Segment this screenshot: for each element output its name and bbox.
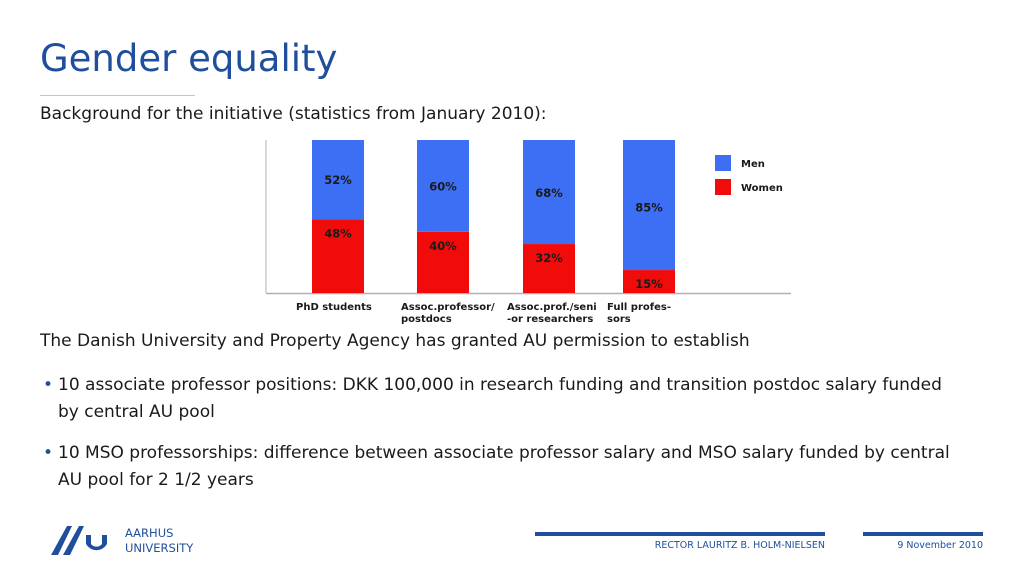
lead-paragraph: The Danish University and Property Agenc…	[40, 331, 750, 351]
footer-rule-date	[863, 532, 983, 536]
bullet-list: • 10 associate professor positions: DKK …	[40, 372, 950, 508]
bar-men	[623, 140, 675, 271]
bar-men	[312, 140, 364, 220]
bullet-text: 10 associate professor positions: DKK 10…	[58, 375, 942, 422]
bar-women	[312, 219, 364, 293]
slide-title: Gender equality	[40, 37, 338, 80]
legend-label-women: Women	[741, 183, 783, 194]
gender-bar-chart: 48% 52% 40% 60% 32% 68% 15% 85% PhD students Ass…	[265, 140, 791, 325]
data-label-women: 48%	[324, 227, 352, 241]
university-name-line2: UNIVERSITY	[125, 541, 194, 555]
category-label: sors	[607, 314, 631, 325]
legend-swatch-men	[715, 155, 731, 171]
bar-women	[417, 231, 469, 293]
category-label: Assoc.prof./seni	[507, 302, 597, 313]
data-label-men: 68%	[535, 186, 563, 200]
aarhus-university-logo	[51, 526, 107, 555]
bullet-item: • 10 associate professor positions: DKK …	[40, 372, 950, 426]
category-label: PhD students	[296, 302, 372, 313]
bullet-item: • 10 MSO professorships: difference betw…	[40, 440, 950, 494]
slide-subtitle: Background for the initiative (statistic…	[40, 104, 547, 124]
category-label: postdocs	[401, 314, 452, 325]
data-label-women: 15%	[635, 277, 663, 291]
data-label-men: 85%	[635, 201, 663, 215]
university-name-line1: AARHUS	[125, 526, 174, 540]
bar-women	[523, 244, 575, 293]
title-underline	[40, 95, 195, 96]
data-label-women: 32%	[535, 251, 563, 265]
bar-men	[523, 140, 575, 245]
university-name: AARHUS UNIVERSITY	[125, 526, 193, 556]
category-label: Full profes-	[607, 302, 671, 313]
bullet-marker: •	[43, 443, 54, 463]
category-label: Assoc.professor/	[401, 302, 495, 313]
bullet-marker: •	[43, 375, 54, 395]
footer-date: 9 November 2010	[897, 540, 983, 551]
legend-label-men: Men	[741, 159, 765, 170]
bar-men	[417, 140, 469, 232]
bar-women	[623, 270, 675, 293]
data-label-men: 60%	[429, 179, 457, 193]
footer-rule-presenter	[535, 532, 825, 536]
footer-presenter: RECTOR LAURITZ B. HOLM-NIELSEN	[654, 540, 825, 551]
bullet-text: 10 MSO professorships: difference betwee…	[58, 443, 950, 490]
data-label-women: 40%	[429, 239, 457, 253]
legend-swatch-women	[715, 179, 731, 195]
data-label-men: 52%	[324, 173, 352, 187]
category-label: -or researchers	[507, 314, 593, 325]
